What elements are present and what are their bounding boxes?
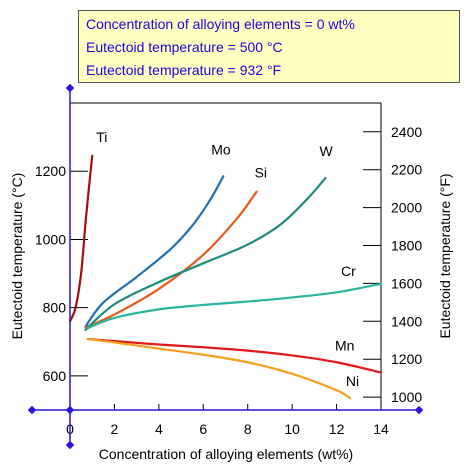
x-axis-label: Concentration of alloying elements (wt%) <box>99 446 353 462</box>
series-label-ni: Ni <box>346 373 359 389</box>
series-line-w <box>84 176 327 331</box>
series-label-mn: Mn <box>335 337 354 353</box>
series-line-ni <box>86 337 351 400</box>
x-tick-label: 6 <box>199 421 207 437</box>
y-axis-label-right: Eutectoid temperature (°F) <box>437 173 453 338</box>
series-line-mn <box>86 337 383 374</box>
series-label-ti: Ti <box>96 129 107 145</box>
info-box: Concentration of alloying elements = 0 w… <box>78 10 460 83</box>
y-left-tick-label: 1000 <box>35 231 66 247</box>
y-right-tick-label: 1400 <box>391 313 422 329</box>
y-left-tick-label: 1200 <box>35 163 66 179</box>
y-right-tick-label: 1200 <box>391 351 422 367</box>
x-tick-label: 14 <box>373 421 389 437</box>
y-right-tick-label: 1800 <box>391 238 422 254</box>
x-tick-label: 8 <box>244 421 252 437</box>
y-left-tick-label: 800 <box>43 300 67 316</box>
series-line-cr <box>86 282 383 330</box>
series-label-mo: Mo <box>211 141 231 157</box>
series-label-w: W <box>319 143 333 159</box>
x-tick-label: 2 <box>111 421 119 437</box>
x-tick-label: 12 <box>329 421 345 437</box>
y-right-tick-label: 1600 <box>391 275 422 291</box>
series-label-cr: Cr <box>341 263 356 279</box>
y-axis-label-left: Eutectoid temperature (°C) <box>9 173 25 340</box>
x-tick-label: 10 <box>284 421 300 437</box>
series-line-mo <box>84 175 225 328</box>
x-tick-label: 4 <box>155 421 163 437</box>
y-right-tick-label: 2400 <box>391 124 422 140</box>
info-line-concentration: Concentration of alloying elements = 0 w… <box>86 16 355 32</box>
series-line-ti <box>68 154 94 323</box>
info-line-temp-fahrenheit: Eutectoid temperature = 932 °F <box>86 62 282 78</box>
y-right-tick-label: 2000 <box>391 200 422 216</box>
y-right-tick-label: 1000 <box>391 389 422 405</box>
info-line-temp-celsius: Eutectoid temperature = 500 °C <box>86 39 283 55</box>
y-left-tick-label: 600 <box>43 368 67 384</box>
series-label-si: Si <box>255 165 267 181</box>
y-right-tick-label: 2200 <box>391 162 422 178</box>
